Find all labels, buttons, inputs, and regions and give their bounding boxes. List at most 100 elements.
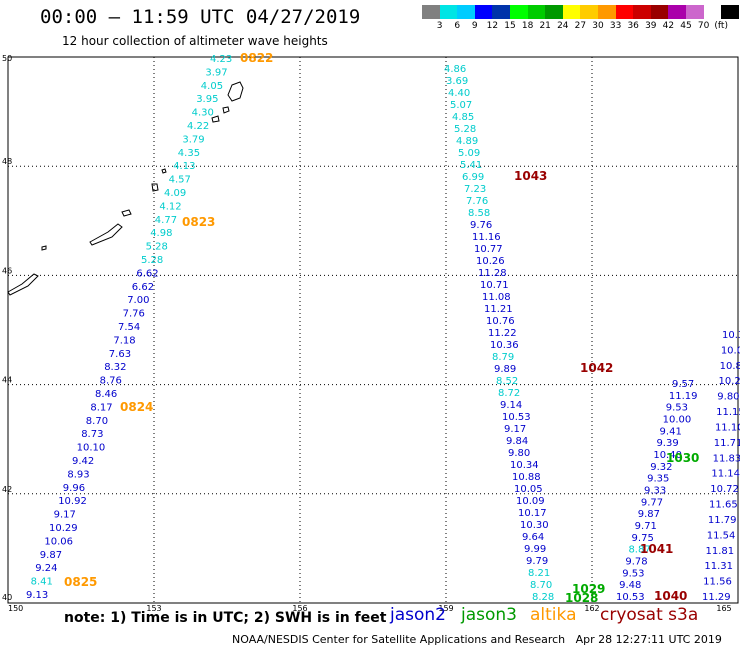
wave-height-value: 8.73: [81, 429, 103, 440]
wave-height-value: 11.56: [703, 577, 732, 588]
color-swatch: [562, 5, 581, 19]
wave-height-value: 10.29: [49, 523, 78, 534]
wave-height-value: 9.71: [635, 521, 657, 532]
wave-height-value: 9.84: [506, 436, 528, 447]
wave-height-value: 7.76: [123, 309, 145, 320]
wave-height-value: 4.77: [155, 215, 177, 226]
island: [41, 245, 47, 251]
wave-height-value: 9.32: [650, 462, 672, 473]
wave-height-value: 11.21: [484, 304, 513, 315]
wave-height-value: 11.65: [709, 500, 738, 511]
island: [222, 106, 230, 114]
color-scale-label: 33: [609, 21, 622, 31]
wave-height-value: 8.17: [90, 402, 112, 413]
pass-time-label: 0823: [182, 215, 215, 229]
color-scale-label: 39: [645, 21, 657, 31]
legend-cryosat-s3a: cryosat s3a: [600, 605, 699, 625]
color-scale-label: 45: [680, 21, 692, 31]
lon-tick-label: 165: [716, 604, 731, 613]
wave-height-value: 9.64: [522, 532, 544, 543]
pass-time-label: 1040: [654, 589, 687, 603]
wave-height-value: 11.22: [488, 328, 517, 339]
wave-height-value: 5.09: [458, 148, 480, 159]
wave-height-value: 9.78: [625, 557, 647, 568]
pass-time-label: 0825: [64, 575, 97, 589]
wave-height-value: 11.71: [714, 438, 740, 449]
wave-height-value: 4.23: [210, 54, 232, 65]
wave-height-value: 9.14: [500, 400, 522, 411]
color-scale: [422, 5, 739, 19]
color-scale-label: 27: [574, 21, 587, 31]
color-swatch: [509, 5, 528, 19]
color-swatch: [439, 5, 458, 19]
wave-height-value: 5.41: [460, 160, 482, 171]
wave-height-value: 11.15: [716, 407, 740, 418]
lon-tick-label: 162: [584, 604, 599, 613]
wave-height-value: 7.76: [466, 196, 488, 207]
color-swatch: [633, 5, 651, 19]
wave-height-value: 10.17: [518, 508, 547, 519]
track-middle: 4.863.694.405.074.855.284.895.095.416.99…: [444, 64, 554, 603]
wave-height-value: 9.39: [656, 438, 678, 449]
wave-height-value: 8.72: [498, 388, 520, 399]
wave-height-value: 11.14: [711, 469, 740, 480]
wave-height-value: 4.35: [178, 148, 200, 159]
color-swatch: [721, 5, 739, 19]
color-scale-labels: 3 6 9 12 15 18 21 24 27 30 33 36 39 42 45 70 (ft): [422, 21, 740, 33]
wave-height-value: 5.07: [450, 100, 472, 111]
wave-height-value: 9.33: [644, 486, 666, 497]
track-east: 10.37 10.00 10.80 10.25 9.80 11.15 11.10 11.71 1…: [702, 330, 740, 603]
color-scale-label: 36: [627, 21, 639, 31]
color-scale-label: 42: [662, 21, 675, 31]
wave-height-value: 7.63: [109, 349, 131, 360]
wave-height-value: 9.96: [63, 483, 85, 494]
wave-height-value: 11.08: [482, 292, 511, 303]
pass-time-label: 1030: [666, 451, 699, 465]
color-swatch: [685, 5, 704, 19]
wave-height-value: 10.80: [720, 361, 740, 372]
wave-height-value: 5.28: [454, 124, 476, 135]
wave-height-value: 10.37: [722, 330, 740, 341]
wave-height-value: 9.17: [54, 510, 76, 521]
pass-time-label: 0824: [120, 400, 153, 414]
wave-height-value: 11.28: [478, 268, 507, 279]
wave-height-value: 10.05: [514, 484, 543, 495]
color-scale-label: 30: [592, 21, 604, 31]
island: [121, 209, 132, 217]
wave-height-value: 11.54: [707, 530, 736, 541]
wave-height-value: 10.71: [480, 280, 509, 291]
wave-height-value: 4.57: [169, 175, 191, 186]
wave-height-value: 9.89: [494, 364, 516, 375]
wave-height-value: 9.75: [632, 533, 654, 544]
wave-height-value: 8.76: [100, 376, 122, 387]
color-scale-label: 24: [557, 21, 569, 31]
wave-height-value: 10.53: [502, 412, 531, 423]
pass-time-label: 0822: [240, 51, 273, 65]
wave-height-value: 4.09: [164, 188, 186, 199]
island: [161, 168, 167, 174]
legend-jason2: jason2: [390, 605, 446, 625]
wave-height-value: 7.54: [118, 322, 140, 333]
wave-height-value: 3.97: [205, 67, 227, 78]
wave-height-value: 9.77: [641, 497, 663, 508]
wave-height-value: 4.86: [444, 64, 466, 75]
wave-height-value: 4.98: [150, 228, 172, 239]
lon-tick-label: 156: [292, 604, 307, 613]
wave-height-value: 8.32: [104, 362, 126, 373]
wave-height-value: 9.17: [504, 424, 526, 435]
wave-height-value: 8.46: [95, 389, 117, 400]
wave-height-value: 8.79: [492, 352, 514, 363]
wave-height-value: 4.85: [452, 112, 474, 123]
wave-height-value: 10.92: [58, 496, 87, 507]
plot-frame: [7, 56, 739, 604]
color-scale-label: 21: [539, 21, 551, 31]
pass-time-label: 1043: [514, 169, 547, 183]
color-swatch: [703, 5, 722, 19]
lat-tick-label: 46: [2, 266, 12, 275]
color-swatch: [580, 5, 598, 19]
wave-height-value: 10.53: [616, 592, 645, 603]
color-swatch: [668, 5, 686, 19]
footer-credit: NOAA/NESDIS Center for Satellite Applica…: [232, 633, 722, 646]
wave-height-value: 10.88: [512, 472, 541, 483]
color-scale-label: 3: [436, 21, 443, 31]
